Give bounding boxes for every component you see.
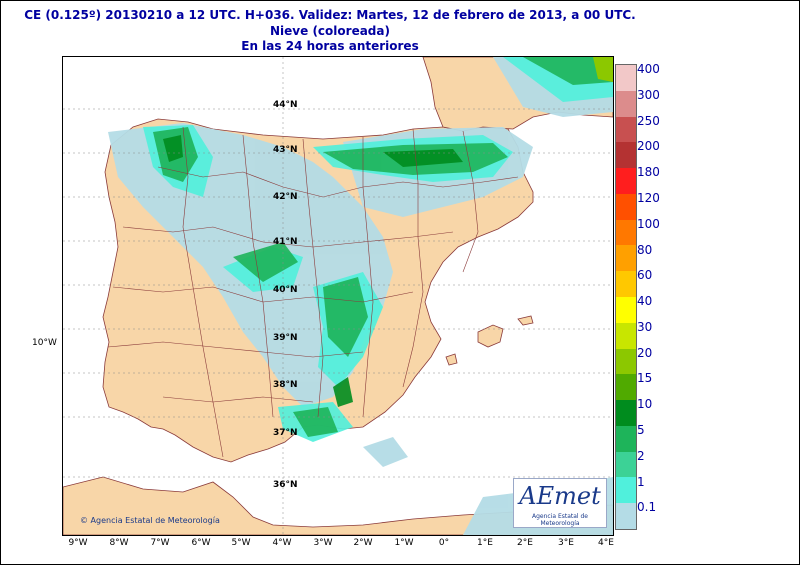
legend-swatch (616, 90, 636, 118)
menorca-land (517, 315, 534, 326)
lon-tick-0: 0° (438, 538, 450, 548)
graticule (63, 57, 613, 535)
lat-label-40n: 40°N (273, 285, 298, 295)
header-line-1: CE (0.125º) 20130210 a 12 UTC. H+036. Va… (24, 8, 636, 22)
snow-field-20 (593, 57, 613, 82)
lat-label-38n: 38°N (273, 380, 298, 390)
color-legend (615, 64, 637, 530)
lon-tick-8w: 8°W (109, 538, 129, 548)
header-line-2: Nieve (coloreada) (270, 24, 390, 38)
legend-swatch (616, 65, 636, 92)
legend-label: 250 (637, 113, 660, 128)
legend-label: 40 (637, 294, 653, 309)
mallorca-land (477, 324, 504, 348)
lon-tick-4w: 4°W (272, 538, 292, 548)
legend-label: 5 (637, 423, 645, 438)
lon-tick-7w: 7°W (150, 538, 170, 548)
legend-swatch (616, 168, 636, 195)
legend-swatch (616, 477, 636, 504)
logo-subtitle: Agencia Estatal de Meteorología (531, 513, 588, 527)
legend-label: 0.1 (637, 500, 657, 515)
header-line-3: En las 24 horas anteriores (241, 39, 419, 53)
lat-label-42n: 42°N (273, 192, 298, 202)
province-borders (107, 126, 519, 458)
legend-label: 60 (637, 268, 653, 283)
lat-label-41n: 41°N (273, 237, 298, 247)
lon-tick-3w: 3°W (313, 538, 333, 548)
legend-swatch (616, 193, 636, 221)
legend-swatch (616, 219, 636, 246)
snow-map (62, 56, 614, 536)
legend-label: 120 (637, 191, 660, 206)
snow-field-10 (163, 135, 463, 407)
lon-tick-2e: 2°E (517, 538, 533, 548)
legend-label: 80 (637, 242, 653, 257)
map-canvas (63, 57, 613, 535)
lon-tick-5w: 5°W (231, 538, 251, 548)
legend-swatch (616, 322, 636, 350)
aemet-logo: AEmet Agencia Estatal de Meteorología (513, 478, 607, 528)
legend-label: 15 (637, 371, 653, 386)
legend-swatch (616, 451, 636, 478)
legend-label: 2 (637, 448, 645, 463)
legend-swatch (616, 503, 636, 530)
ibiza-land (445, 353, 458, 366)
legend-swatch (616, 348, 636, 375)
legend-label: 1 (637, 474, 645, 489)
legend-label: 180 (637, 165, 660, 180)
lon-tick-9w: 9°W (68, 538, 88, 548)
legend-label: 200 (637, 139, 660, 154)
logo-wordmark: AEmet (519, 482, 601, 510)
legend-swatch (616, 142, 636, 169)
lon-tick-6w: 6°W (191, 538, 211, 548)
legend-swatch (616, 245, 636, 272)
legend-swatch (616, 271, 636, 298)
lat-label-44n: 44°N (273, 100, 298, 110)
lon-tick-2w: 2°W (353, 538, 373, 548)
outer-latitude-label: 10°W (32, 338, 57, 348)
lon-tick-1w: 1°W (394, 538, 414, 548)
legend-label: 400 (637, 62, 660, 77)
lon-tick-1e: 1°E (477, 538, 493, 548)
legend-swatch (616, 425, 636, 453)
legend-swatch (616, 297, 636, 324)
legend-label: 20 (637, 345, 653, 360)
legend-label: 30 (637, 319, 653, 334)
legend-swatch (616, 374, 636, 401)
legend-swatch (616, 116, 636, 143)
lat-label-37n: 37°N (273, 428, 298, 438)
legend-swatch (616, 400, 636, 427)
lat-label-43n: 43°N (273, 145, 298, 155)
legend-label: 10 (637, 397, 653, 412)
lon-tick-3e: 3°E (558, 538, 574, 548)
legend-label: 300 (637, 87, 660, 102)
lat-label-36n: 36°N (273, 480, 298, 490)
copyright-credit: © Agencia Estatal de Meteorología (80, 516, 220, 525)
lat-label-39n: 39°N (273, 333, 298, 343)
legend-label: 100 (637, 216, 660, 231)
lon-tick-4e: 4°E (598, 538, 614, 548)
